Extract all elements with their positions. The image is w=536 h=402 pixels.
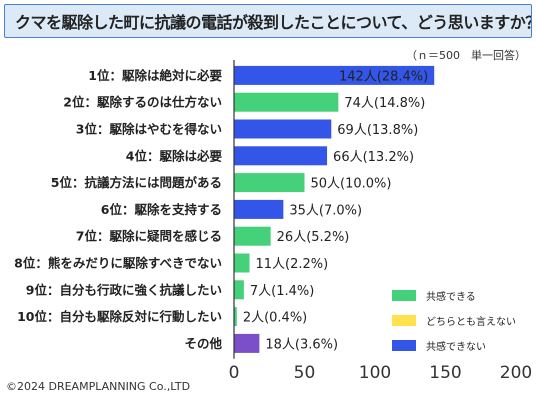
chart-title: クマを駆除した町に抗議の電話が殺到したことについて、どう思いますか？ <box>4 4 532 38</box>
value-label: 2人(0.4%) <box>243 311 307 326</box>
category-label: 5位：抗議方法には問題がある <box>51 175 222 190</box>
x-tick-label: 200 <box>500 363 532 383</box>
legend-label-negative: 共感できない <box>426 342 486 353</box>
x-tick-label: 100 <box>359 363 391 383</box>
legend-item-negative: 共感できない <box>392 338 486 353</box>
value-label: 69人(13.8%) <box>337 123 418 138</box>
value-label: 11人(2.2%) <box>256 257 329 272</box>
bar <box>234 119 332 139</box>
legend: 共感できる どちらとも言えない 共感できない <box>384 282 516 362</box>
value-label: 18人(3.6%) <box>265 337 338 352</box>
value-label: 66人(13.2%) <box>333 150 414 165</box>
bar <box>234 92 339 112</box>
legend-swatch-negative <box>392 340 416 351</box>
bar <box>234 199 284 219</box>
bar <box>234 173 305 193</box>
sample-note: （ｎ＝500 単一回答） <box>406 49 526 62</box>
value-label: 74人(14.8%) <box>344 96 425 111</box>
legend-swatch-neutral <box>392 315 416 326</box>
legend-swatch-positive <box>392 290 416 301</box>
category-label: 6位：駆除を支持する <box>101 202 222 217</box>
bar <box>234 253 250 273</box>
category-label: 2位：駆除するのは仕方ない <box>63 95 222 110</box>
value-label: 35人(7.0%) <box>289 203 362 218</box>
copyright: ©2024 DREAMPLANNING Co.,LTD <box>6 380 191 393</box>
category-label: 3位：駆除はやむを得ない <box>76 122 222 137</box>
legend-label-positive: 共感できる <box>426 292 476 303</box>
category-label: 1位：駆除は絶対に必要 <box>88 68 222 83</box>
category-label: 4位：駆除は必要 <box>126 148 223 163</box>
category-label: その他 <box>184 336 222 351</box>
bar <box>234 146 328 166</box>
category-label: 9位：自分も行政に強く抗議したい <box>26 282 222 297</box>
value-label: 142人(28.4%) <box>339 69 428 84</box>
bar <box>234 307 237 327</box>
value-label: 7人(1.4%) <box>250 284 314 299</box>
bar <box>234 280 244 300</box>
x-tick-label: 0 <box>229 363 240 383</box>
value-label: 50人(10.0%) <box>311 177 392 192</box>
category-label: 8位：熊をみだりに駆除すべきでない <box>14 256 222 271</box>
bar <box>234 226 271 246</box>
bar <box>234 333 260 353</box>
value-label: 26人(5.2%) <box>277 230 350 245</box>
legend-item-neutral: どちらとも言えない <box>392 313 516 328</box>
bar <box>234 65 435 85</box>
x-tick-label: 150 <box>429 363 461 383</box>
x-tick-label: 50 <box>294 363 316 383</box>
category-label: 7位：駆除に疑問を感じる <box>76 229 222 244</box>
category-label: 10位：自分も駆除反対に行動したい <box>17 309 222 324</box>
legend-label-neutral: どちらとも言えない <box>426 317 516 328</box>
legend-item-positive: 共感できる <box>392 288 476 303</box>
